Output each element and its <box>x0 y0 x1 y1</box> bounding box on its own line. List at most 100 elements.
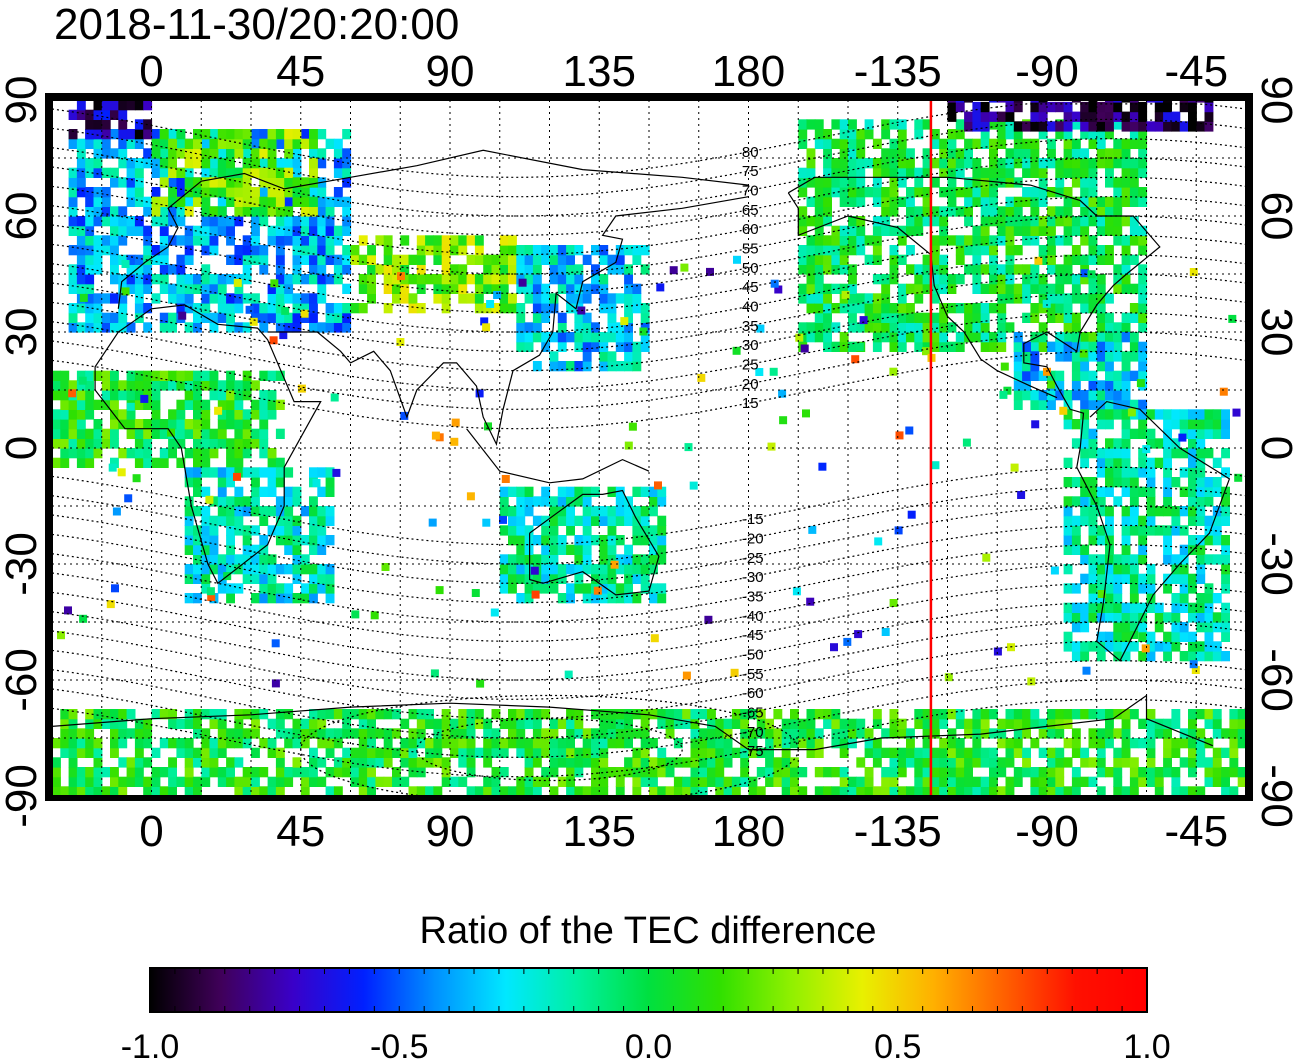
tec-cell <box>582 283 592 294</box>
tec-cell <box>1188 448 1197 459</box>
tec-cell <box>259 583 269 594</box>
tec-cell <box>955 303 965 314</box>
tec-cell <box>333 264 343 275</box>
tec-cell <box>740 776 750 787</box>
tec-cell <box>1088 101 1098 113</box>
tec-cell <box>242 564 252 575</box>
tec-cell <box>922 322 932 333</box>
tec-cell <box>615 293 625 304</box>
tec-cell <box>251 428 260 439</box>
tec-cell <box>242 786 252 796</box>
tec-cell <box>1055 747 1065 758</box>
tec-cell <box>118 109 128 120</box>
tec-cell <box>275 283 285 294</box>
tec-cell <box>209 467 219 478</box>
tec-cell <box>733 255 741 264</box>
tec-cell <box>284 177 294 188</box>
tec-cell <box>781 776 791 787</box>
tec-cell <box>176 177 186 188</box>
tec-cell <box>312 479 321 487</box>
tec-cell <box>284 486 294 497</box>
tec-cell <box>117 468 126 477</box>
tec-cell <box>184 525 194 536</box>
tec-cell <box>134 399 144 410</box>
tec-cell <box>947 738 957 749</box>
tec-cell <box>408 728 418 739</box>
tec-cell <box>582 593 592 604</box>
tec-cell <box>1055 380 1065 391</box>
tec-cell <box>184 506 194 517</box>
tec-cell <box>176 187 186 198</box>
tec-cell <box>972 254 982 265</box>
tec-cell <box>392 776 401 787</box>
tec-cell <box>1071 361 1081 372</box>
tec-cell <box>1113 235 1123 246</box>
tec-cell <box>466 492 475 501</box>
tec-cell <box>599 283 609 294</box>
tec-cell <box>1188 457 1197 468</box>
tec-cell <box>1096 138 1106 149</box>
tec-cell <box>209 293 219 304</box>
tec-cell <box>649 738 658 749</box>
tec-cell <box>226 322 235 333</box>
tec-cell <box>184 496 194 507</box>
tec-cell <box>68 177 78 188</box>
tec-cell <box>1063 187 1073 198</box>
tec-cell <box>383 747 393 758</box>
tec-cell <box>897 148 907 159</box>
tec-cell <box>906 216 915 227</box>
tec-cell <box>267 593 277 604</box>
tec-cell <box>275 496 285 507</box>
tec-cell <box>1121 535 1131 546</box>
tec-cell <box>143 728 153 739</box>
tec-cell <box>1121 216 1131 227</box>
tec-cell <box>151 216 161 227</box>
tec-cell <box>151 390 161 401</box>
tec-cell <box>1005 776 1015 787</box>
tec-cell <box>118 709 128 720</box>
tec-cell <box>60 409 70 420</box>
tec-cell <box>980 757 990 768</box>
tec-cell <box>259 544 269 555</box>
tec-cell <box>765 757 774 768</box>
tec-cell <box>1096 293 1106 304</box>
tec-cell <box>1121 111 1131 122</box>
tec-cell <box>176 274 186 285</box>
tec-cell <box>1022 351 1031 362</box>
tec-cell <box>474 274 484 285</box>
tec-cell <box>889 225 899 236</box>
tec-cell <box>450 738 459 749</box>
tec-cell <box>1030 361 1040 372</box>
tec-cell <box>1171 121 1181 132</box>
tec-cell <box>168 448 177 459</box>
tec-cell <box>1088 583 1098 594</box>
tec-cell <box>1163 641 1172 652</box>
tec-cell <box>483 264 493 275</box>
tec-cell <box>1047 283 1056 294</box>
tec-cell <box>110 370 119 381</box>
tec-cell <box>1212 515 1222 526</box>
tec-cell <box>1196 496 1206 507</box>
tec-cell <box>1038 776 1048 787</box>
tec-cell <box>1154 409 1164 420</box>
tec-cell <box>151 148 161 159</box>
tec-cell <box>944 673 953 682</box>
tec-cell <box>872 158 882 169</box>
tec-cell <box>897 158 907 169</box>
tec-cell <box>1047 786 1056 796</box>
tec-cell <box>1096 486 1106 497</box>
tec-cell <box>234 380 244 391</box>
tec-cell <box>1071 293 1081 304</box>
tec-cell <box>1080 121 1090 132</box>
tec-cell <box>591 506 600 517</box>
tec-cell <box>267 448 277 459</box>
tec-cell <box>159 380 169 391</box>
tec-cell <box>781 747 791 758</box>
tec-cell <box>176 264 186 275</box>
tec-cell <box>193 370 202 381</box>
tec-cell <box>201 274 211 285</box>
tec-cell <box>615 322 625 333</box>
tec-cell <box>773 776 783 787</box>
tec-cell <box>1171 709 1181 720</box>
tec-cell <box>1196 535 1206 546</box>
